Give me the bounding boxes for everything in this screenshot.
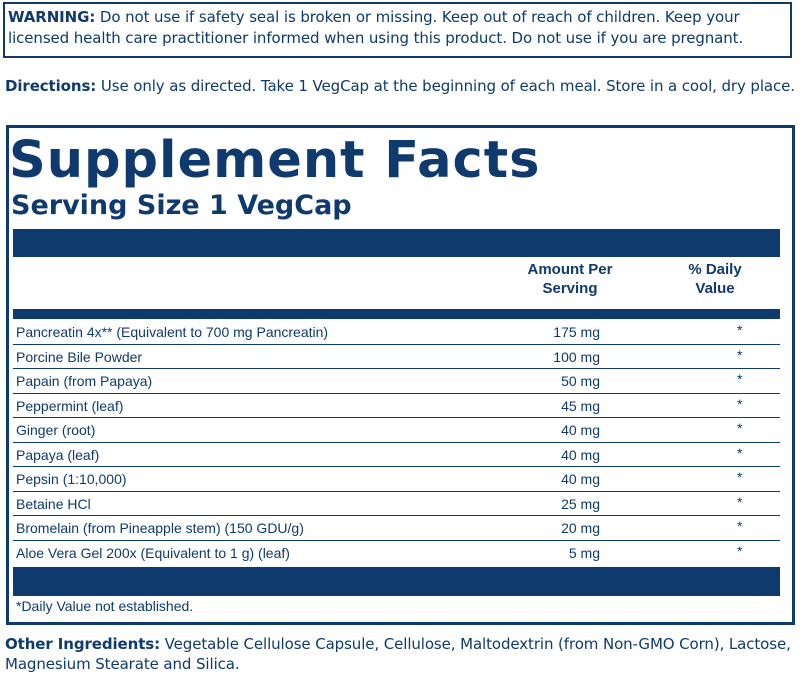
table-row: Ginger (root) 40 mg * [13,418,780,443]
table-row: Porcine Bile Powder 100 mg * [13,345,780,369]
column-header-dv-line1: % Daily [688,261,742,278]
header-bar [13,229,780,257]
ingredient-name: Pancreatin 4x** (Equivalent to 700 mg Pa… [16,324,329,340]
column-header-dv-line2: Value [695,280,735,297]
warning-text: WARNING: Do not use if safety seal is br… [8,7,788,49]
table-row: Papain (from Papaya) 50 mg * [13,369,780,394]
ingredient-name: Papaya (leaf) [16,446,100,463]
ingredient-amount: 20 mg [561,520,600,536]
warning-box [3,2,792,58]
ingredient-name: Aloe Vera Gel 200x (Equivalent to 1 g) (… [16,544,290,561]
ingredient-name: Porcine Bile Powder [16,348,143,365]
table-row: Aloe Vera Gel 200x (Equivalent to 1 g) (… [13,541,780,566]
warning-body: Do not use if safety seal is broken or m… [8,8,744,47]
directions-label: Directions: [5,77,97,95]
ingredient-amount: 40 mg [561,422,600,438]
table-row: Betaine HCl 25 mg * [13,492,780,516]
facts-title: Supplement Facts [9,131,541,190]
ingredient-daily-value: * [737,493,743,510]
column-divider-bar [13,309,780,319]
ingredient-daily-value: * [737,420,743,436]
footnote: *Daily Value not established. [16,598,194,614]
column-header-amount: Amount Per Serving [510,260,630,298]
ingredient-daily-value: * [737,469,743,485]
directions-body: Use only as directed. Take 1 VegCap at t… [96,77,795,95]
table-row: Peppermint (leaf) 45 mg * [13,394,780,418]
supplement-facts-panel [6,125,795,625]
warning-label: WARNING: [8,8,96,26]
ingredient-name: Bromelain (from Pineapple stem) (150 GDU… [16,520,304,536]
ingredient-name: Betaine HCl [16,495,91,512]
ingredient-amount: 40 mg [561,471,600,487]
ingredient-daily-value: * [737,346,743,363]
ingredient-amount: 5 mg [568,544,600,561]
other-ingredients-body: Vegetable Cellulose Capsule, Cellulose, … [5,635,791,673]
serving-size: Serving Size 1 VegCap [11,190,352,221]
column-header-amount-line2: Serving [542,280,598,297]
ingredient-amount: 45 mg [561,397,600,414]
table-row: Pepsin (1:10,000) 40 mg * [13,467,780,492]
ingredient-name: Papain (from Papaya) [16,373,153,389]
ingredient-amount: 25 mg [561,495,600,512]
ingredient-name: Ginger (root) [16,422,96,438]
ingredient-daily-value: * [737,395,743,412]
table-row: Pancreatin 4x** (Equivalent to 700 mg Pa… [13,320,780,345]
table-row: Papaya (leaf) 40 mg * [13,443,780,467]
column-header-daily-value: % Daily Value [660,260,770,298]
ingredient-daily-value: * [737,322,743,338]
ingredient-amount: 100 mg [553,348,600,365]
column-header-amount-line1: Amount Per [527,261,613,278]
directions-text: Directions: Use only as directed. Take 1… [5,77,797,96]
ingredient-daily-value: * [737,518,743,534]
ingredient-daily-value: * [737,542,743,559]
other-ingredients-label: Other Ingredients: [5,635,160,653]
ingredient-amount: 175 mg [553,324,600,340]
other-ingredients: Other Ingredients: Vegetable Cellulose C… [5,634,797,674]
table-row: Bromelain (from Pineapple stem) (150 GDU… [13,516,780,541]
ingredient-amount: 50 mg [561,373,600,389]
ingredient-daily-value: * [737,444,743,461]
ingredient-name: Pepsin (1:10,000) [16,471,127,487]
ingredient-daily-value: * [737,371,743,387]
ingredient-name: Peppermint (leaf) [16,397,124,414]
ingredient-amount: 40 mg [561,446,600,463]
footer-bar [13,567,780,596]
